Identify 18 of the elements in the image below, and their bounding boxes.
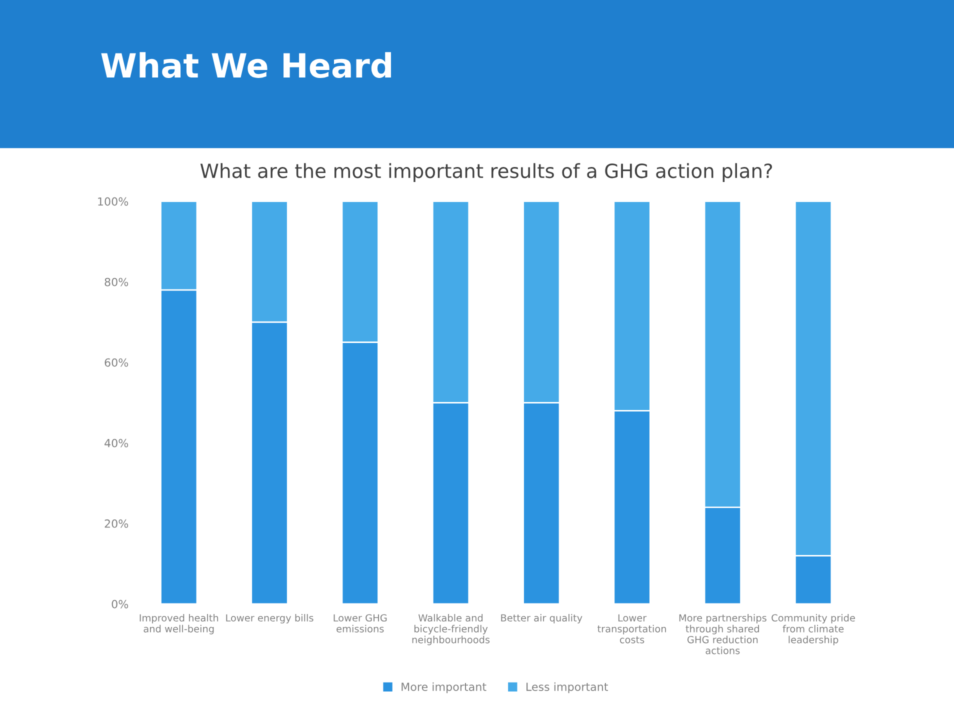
legend-label: Less important <box>526 682 608 694</box>
y-tick-label: 40% <box>104 438 128 448</box>
chart-title: What We Heard <box>101 52 391 78</box>
x-tick-label: Walkable and bicycle-friendly neighbourhoods <box>412 614 490 646</box>
legend-label: More important <box>402 682 486 694</box>
x-tick-label: Lower GHG emissions <box>334 614 387 632</box>
y-tick-label: 20% <box>104 519 128 528</box>
x-tick-label: Lower energy bills <box>226 614 314 624</box>
x-tick-label: More partnerships through shared GHG reduction actions <box>679 614 766 654</box>
x-tick-label: Improved health and well-being <box>140 614 218 634</box>
x-tick-label: Lower transportation costs <box>598 614 666 644</box>
chart-subtitle: What are the most important results of a GHG action plan? <box>200 163 772 182</box>
y-tick-label: 80% <box>104 278 128 286</box>
y-tick-label: 100% <box>98 197 128 206</box>
y-tick-label: 60% <box>104 358 128 367</box>
y-tick-label: 0% <box>112 600 128 608</box>
x-tick-label: Better air quality <box>501 614 582 624</box>
x-tick-label: Community pride from climate leadership <box>772 614 855 646</box>
